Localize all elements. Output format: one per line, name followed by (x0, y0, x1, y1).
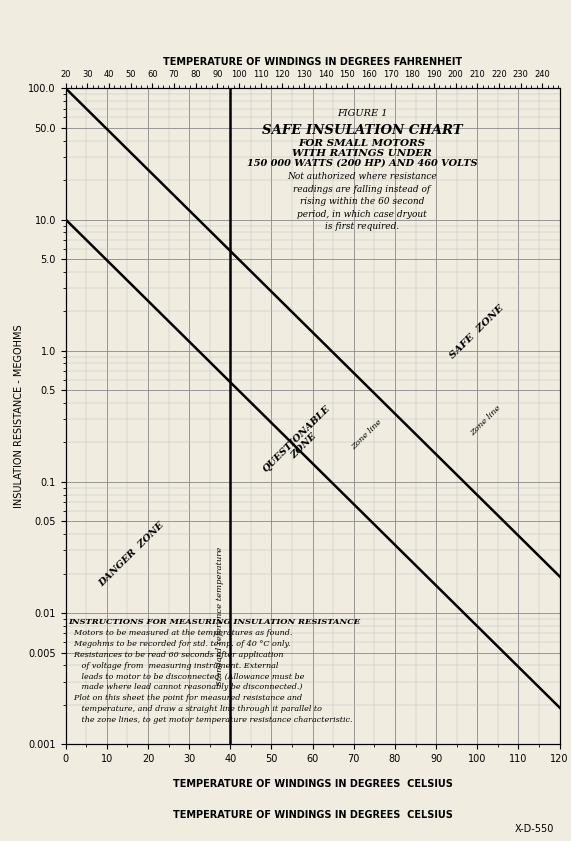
Y-axis label: INSULATION RESISTANCE - MEGOHMS: INSULATION RESISTANCE - MEGOHMS (14, 325, 24, 508)
Text: WITH RATINGS UNDER: WITH RATINGS UNDER (292, 149, 432, 158)
Text: FIGURE 1: FIGURE 1 (337, 109, 387, 119)
X-axis label: TEMPERATURE OF WINDINGS IN DEGREES FAHRENHEIT: TEMPERATURE OF WINDINGS IN DEGREES FAHRE… (163, 57, 462, 67)
Text: FOR SMALL MOTORS: FOR SMALL MOTORS (299, 139, 425, 148)
Text: made where lead cannot reasonably be disconnected.): made where lead cannot reasonably be dis… (69, 684, 302, 691)
Text: TEMPERATURE OF WINDINGS IN DEGREES  CELSIUS: TEMPERATURE OF WINDINGS IN DEGREES CELSI… (172, 779, 453, 789)
Text: 150 000 WATTS (200 HP) AND 460 VOLTS: 150 000 WATTS (200 HP) AND 460 VOLTS (247, 159, 477, 168)
Text: X-D-550: X-D-550 (514, 824, 554, 834)
Text: Zone line: Zone line (349, 418, 383, 451)
Text: QUESTIONABLE
ZONE: QUESTIONABLE ZONE (261, 404, 340, 481)
Text: Standard reference temperature: Standard reference temperature (216, 547, 224, 685)
Text: Megohms to be recorded for std. temp. of 40 °C only.: Megohms to be recorded for std. temp. of… (69, 640, 290, 648)
Text: Zone line: Zone line (469, 405, 502, 438)
Text: Plot on this sheet the point for measured resistance and: Plot on this sheet the point for measure… (69, 695, 301, 702)
Text: of voltage from  measuring instrument. External: of voltage from measuring instrument. Ex… (69, 662, 278, 669)
Text: temperature, and draw a straight line through it parallel to: temperature, and draw a straight line th… (69, 706, 321, 713)
Text: INSTRUCTIONS FOR MEASURING INSULATION RESISTANCE: INSTRUCTIONS FOR MEASURING INSULATION RE… (69, 618, 361, 626)
Text: TEMPERATURE OF WINDINGS IN DEGREES  CELSIUS: TEMPERATURE OF WINDINGS IN DEGREES CELSI… (172, 810, 453, 820)
Text: Resistances to be read 60 seconds after application: Resistances to be read 60 seconds after … (69, 651, 283, 659)
Text: leads to motor to be disconnected. (Allowance must be: leads to motor to be disconnected. (Allo… (69, 673, 304, 680)
Text: DANGER  ZONE: DANGER ZONE (97, 521, 166, 589)
Text: SAFE INSULATION CHART: SAFE INSULATION CHART (262, 124, 463, 136)
Text: the zone lines, to get motor temperature resistance characteristic.: the zone lines, to get motor temperature… (69, 717, 352, 724)
Text: SAFE  ZONE: SAFE ZONE (448, 303, 506, 360)
Text: Not authorized where resistance
readings are falling instead of
rising within th: Not authorized where resistance readings… (287, 172, 437, 231)
Text: Motors to be measured at the temperatures as found.: Motors to be measured at the temperature… (69, 629, 292, 637)
